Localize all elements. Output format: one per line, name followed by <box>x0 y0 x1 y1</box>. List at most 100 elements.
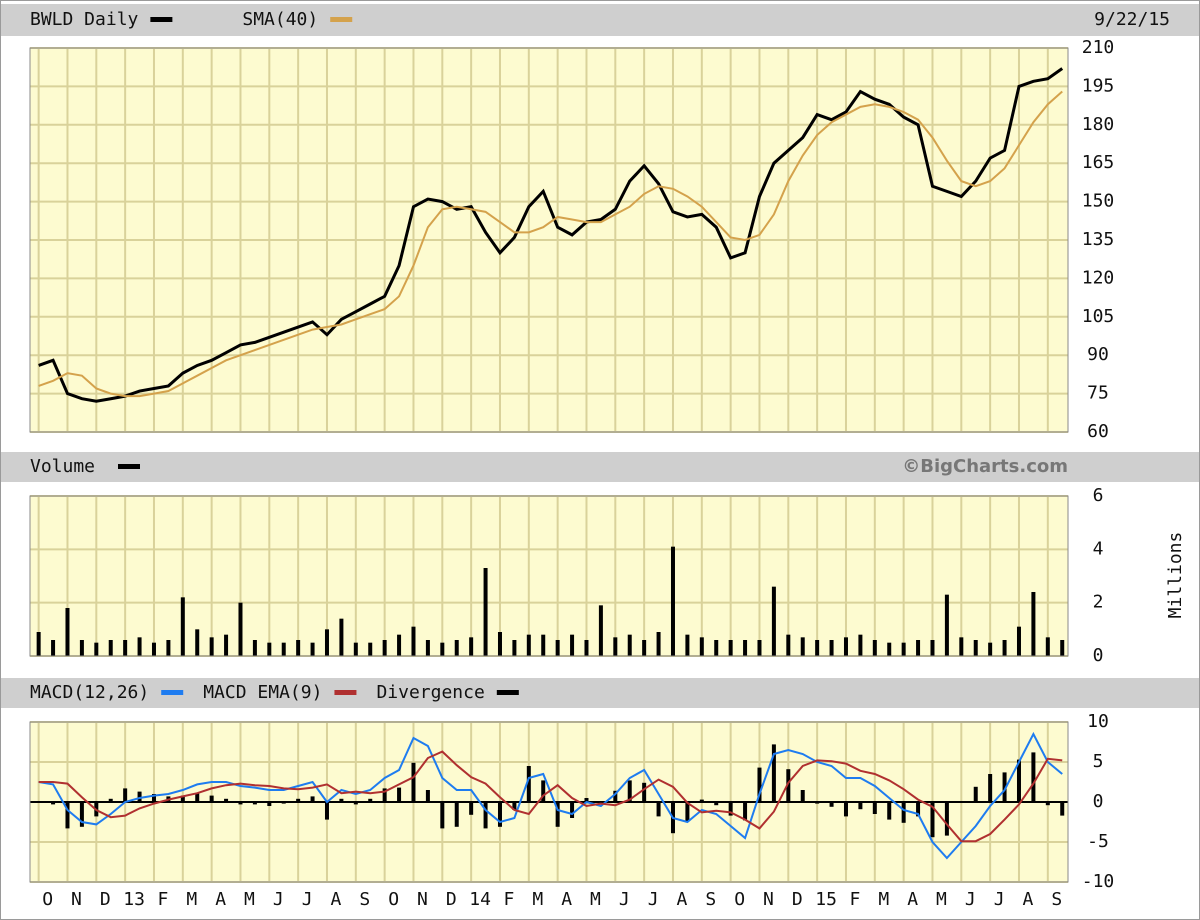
bar <box>541 634 546 656</box>
bar <box>555 802 560 827</box>
bar <box>497 802 502 827</box>
y-tick-label: 10 <box>1087 711 1109 732</box>
bar <box>642 782 647 802</box>
bar <box>411 626 416 656</box>
legend-label: SMA(40) <box>242 9 318 30</box>
x-tick-label: M <box>878 889 889 910</box>
bar <box>483 568 488 656</box>
y-tick-label: 90 <box>1087 344 1109 365</box>
bar <box>137 637 142 656</box>
bar <box>887 642 892 656</box>
bar <box>699 637 704 656</box>
bar <box>281 802 286 804</box>
bar <box>238 802 243 805</box>
bar <box>79 640 84 656</box>
bar <box>959 802 964 803</box>
bar <box>353 642 358 656</box>
plot-area <box>29 495 1069 657</box>
x-tick-label: A <box>677 889 688 910</box>
x-tick-label: A <box>331 889 342 910</box>
x-tick-label: J <box>994 889 1005 910</box>
bar <box>815 802 820 804</box>
bar <box>267 642 272 656</box>
bar <box>973 786 978 802</box>
x-tick-label: F <box>850 889 861 910</box>
bar <box>944 802 949 836</box>
bar <box>843 802 848 817</box>
bar <box>1045 802 1050 806</box>
bar <box>512 640 517 656</box>
x-tick-label: D <box>446 889 457 910</box>
x-tick-label: N <box>763 889 774 910</box>
y-tick-label: 135 <box>1082 229 1115 250</box>
bar <box>613 790 618 802</box>
bar <box>397 634 402 656</box>
x-tick-label: J <box>619 889 630 910</box>
bar <box>123 640 128 656</box>
bar <box>670 546 675 656</box>
bar <box>353 802 358 805</box>
bar <box>771 586 776 656</box>
bar <box>829 640 834 656</box>
bar <box>786 634 791 656</box>
y-tick-label: 2 <box>1093 592 1104 613</box>
bar <box>238 602 243 656</box>
bar <box>425 790 430 802</box>
bar <box>930 640 935 656</box>
bar <box>743 802 748 821</box>
bar <box>930 802 935 838</box>
x-tick-label: D <box>100 889 111 910</box>
bar <box>584 798 589 802</box>
x-tick-label: J <box>273 889 284 910</box>
bar <box>988 642 993 656</box>
x-tick-label: J <box>965 889 976 910</box>
bar <box>296 640 301 656</box>
line <box>38 67 1064 403</box>
bar <box>469 802 474 815</box>
bar <box>425 640 430 656</box>
y-tick-label: 150 <box>1082 191 1115 212</box>
bar <box>65 608 70 656</box>
panel-title: Volume <box>30 456 95 477</box>
bar <box>368 642 373 656</box>
bar <box>656 802 661 817</box>
bar <box>310 642 315 656</box>
bar <box>728 640 733 656</box>
bar <box>959 637 964 656</box>
bar <box>296 798 301 802</box>
header-bar <box>0 678 1200 708</box>
bar <box>728 802 733 816</box>
bar <box>497 632 502 656</box>
bar <box>1060 640 1065 656</box>
x-tick-label: A <box>1023 889 1034 910</box>
bar <box>901 642 906 656</box>
legend-swatch <box>161 690 184 695</box>
bar <box>483 802 488 829</box>
x-tick-label: N <box>71 889 82 910</box>
bar <box>180 795 185 802</box>
bar <box>267 802 272 806</box>
bar <box>469 637 474 656</box>
bar <box>382 640 387 656</box>
plot-border <box>29 721 1069 883</box>
bar <box>382 788 387 802</box>
bar <box>94 642 99 656</box>
bar <box>166 640 171 656</box>
bar <box>526 766 531 802</box>
legend-label: MACD EMA(9) <box>203 682 322 703</box>
bar <box>973 640 978 656</box>
bar <box>570 634 575 656</box>
x-tick-label: M <box>532 889 543 910</box>
bar <box>627 780 632 802</box>
bar <box>699 799 704 802</box>
bar <box>108 640 113 656</box>
bar <box>1031 752 1036 802</box>
y-tick-label: 210 <box>1082 37 1115 58</box>
y-tick-label: 6 <box>1093 485 1104 506</box>
x-tick-label: D <box>792 889 803 910</box>
bar <box>324 802 329 820</box>
x-tick-label: O <box>42 889 53 910</box>
bar <box>440 642 445 656</box>
y-tick-label: 75 <box>1087 383 1109 404</box>
